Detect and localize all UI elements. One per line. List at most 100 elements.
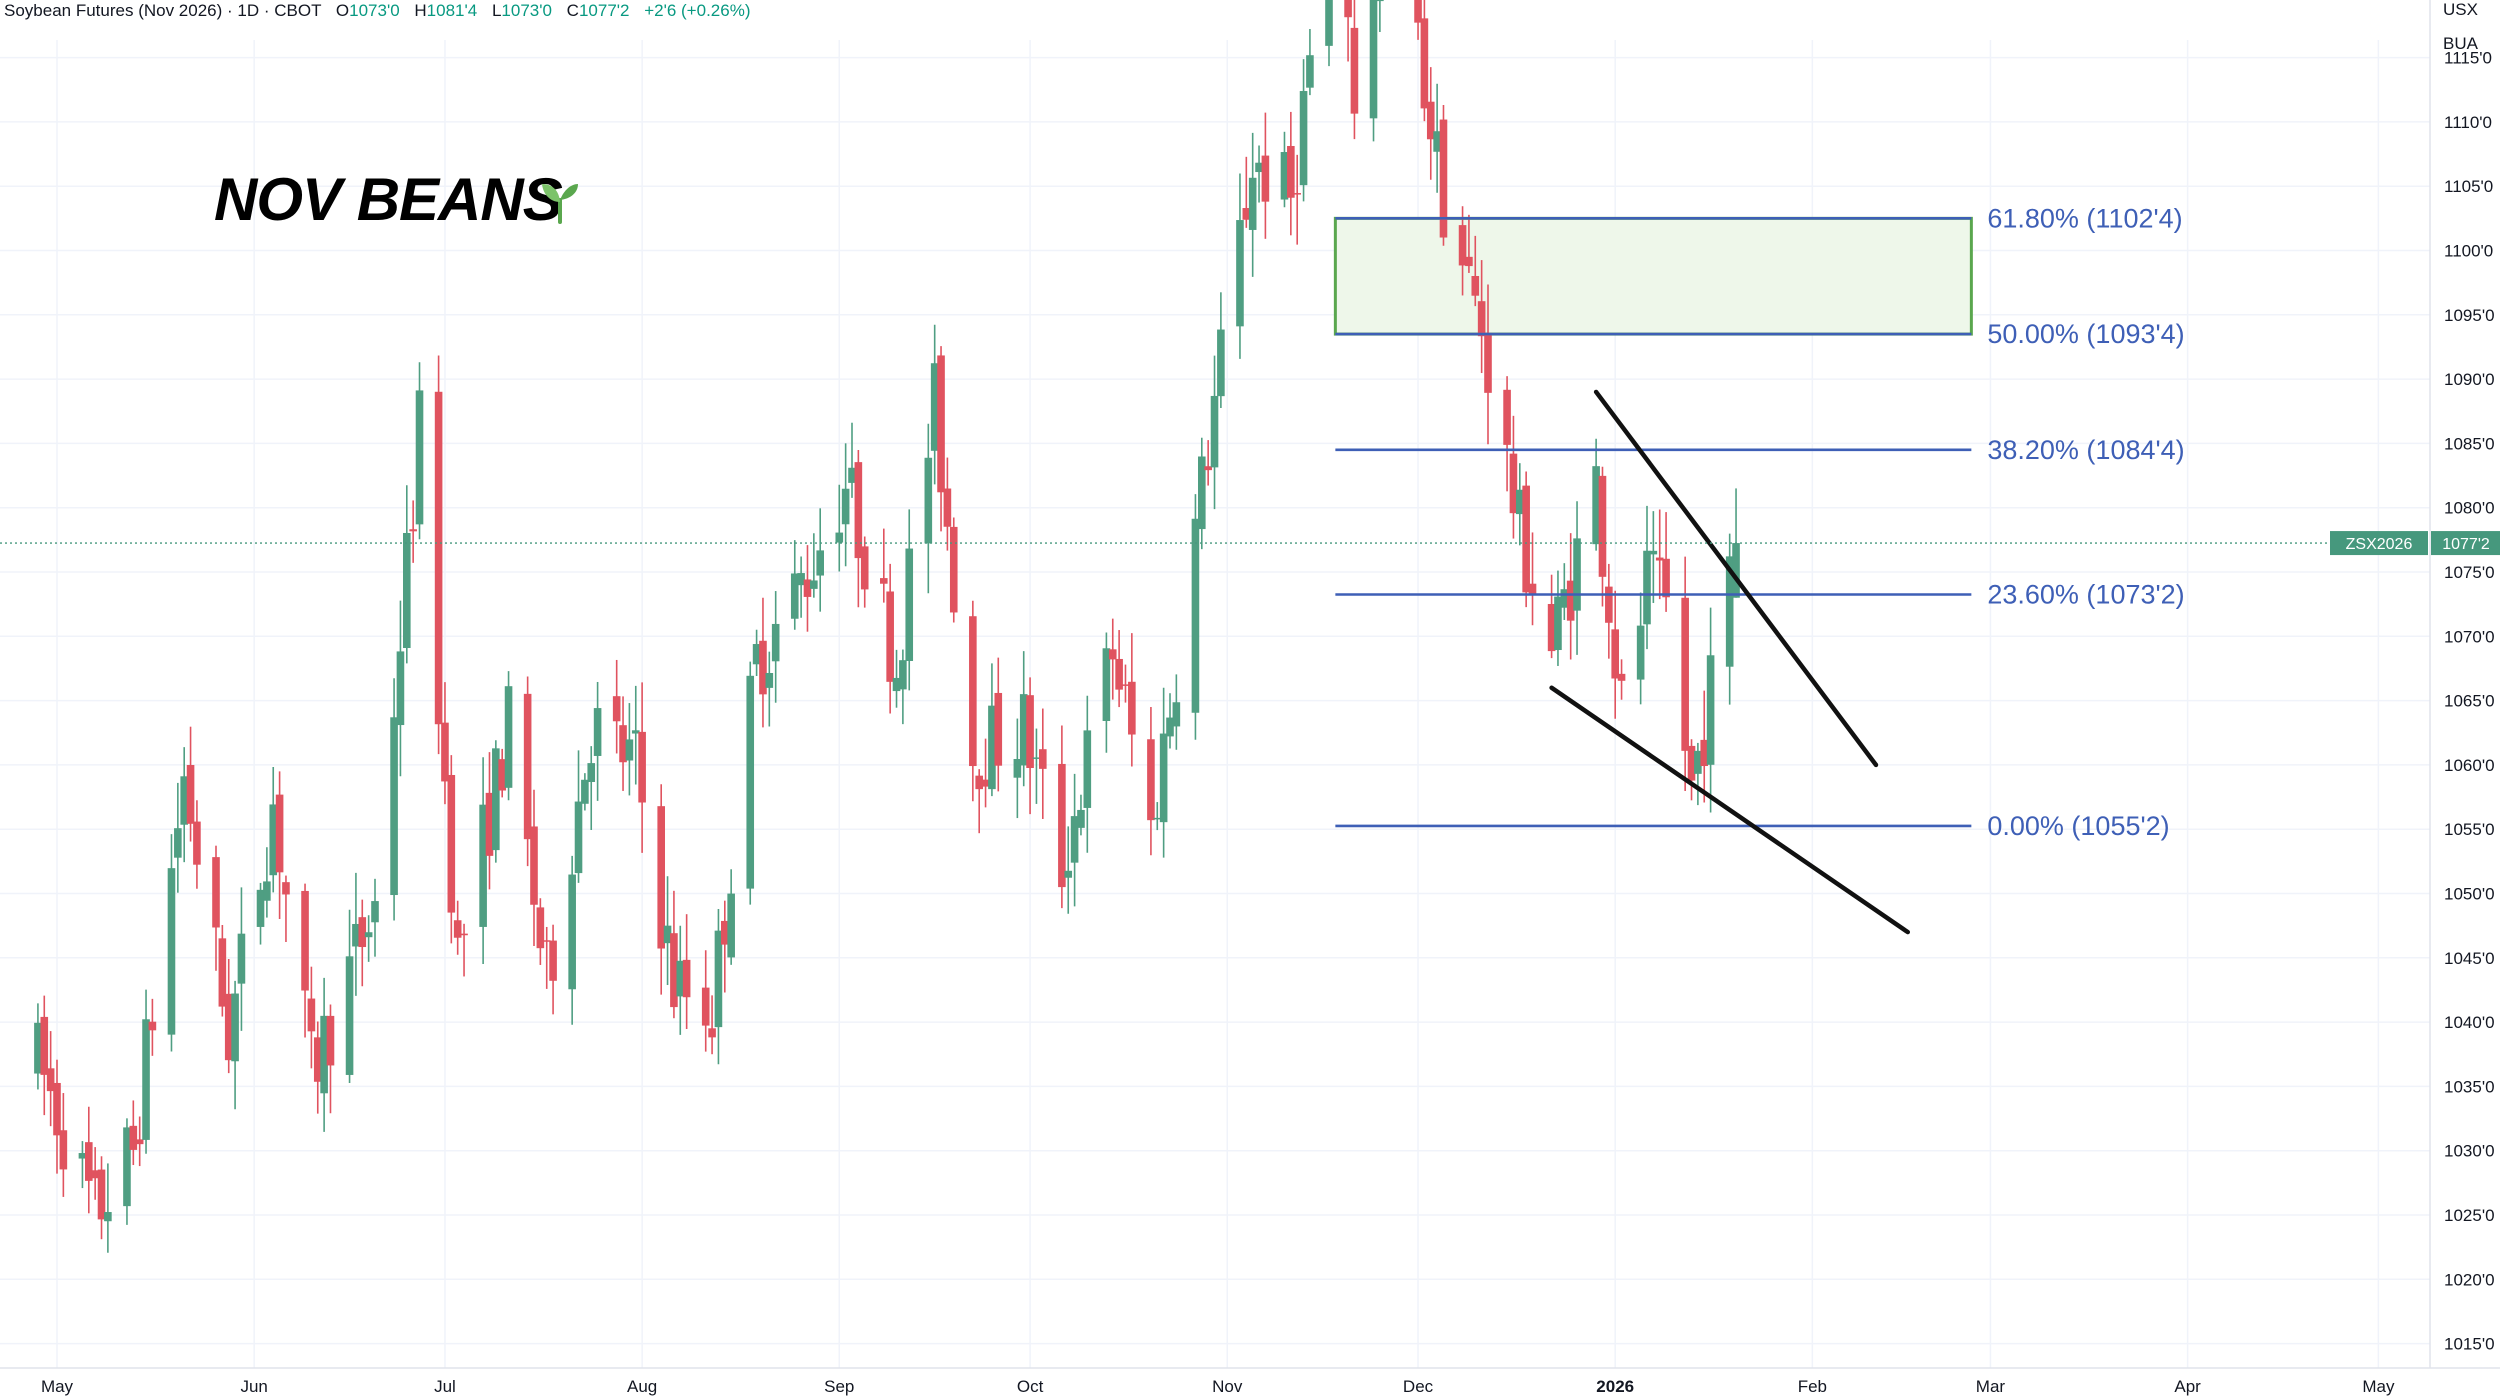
candle-body — [1662, 558, 1670, 598]
high-label: H — [414, 1, 427, 20]
candle-body — [1592, 466, 1600, 545]
candle-body — [313, 1037, 322, 1082]
candle-body — [91, 1170, 99, 1179]
close-label: C — [566, 1, 579, 20]
channel-trendline — [1549, 685, 1911, 935]
candle-body — [1636, 625, 1645, 680]
candle-body — [631, 730, 640, 734]
candle-body — [1611, 629, 1619, 679]
candle-body — [256, 889, 265, 927]
candle-body — [587, 763, 596, 782]
y-tick-label: 1085'0 — [2444, 434, 2495, 453]
candle-body — [943, 488, 952, 527]
candle-body — [1013, 758, 1022, 778]
candle-body — [536, 907, 545, 949]
candle-body — [415, 390, 424, 525]
candle-body — [727, 893, 735, 958]
change-value: +2'6 (+0.26%) — [644, 1, 751, 20]
y-tick-label: 1110'0 — [2444, 113, 2492, 132]
candle-body — [1503, 389, 1511, 445]
candle-body — [797, 573, 805, 586]
quantity-unit[interactable]: BUA — [2443, 34, 2478, 53]
y-tick-label: 1025'0 — [2444, 1206, 2495, 1225]
candle-body — [1528, 583, 1537, 595]
y-tick-label: 1120'0 — [2444, 0, 2493, 3]
x-tick-label: Feb — [1798, 1377, 1827, 1396]
candle-body — [759, 640, 767, 695]
candle-body — [721, 920, 729, 945]
y-tick-label: 1070'0 — [2444, 627, 2495, 646]
fib-level-label: 38.20% (1084'4) — [1987, 435, 2184, 465]
candle-body — [123, 1127, 131, 1207]
candle-body — [212, 857, 220, 928]
candle-body — [574, 801, 583, 874]
candle-body — [390, 717, 398, 896]
candle-body — [1172, 702, 1181, 727]
channel-trendline — [1593, 389, 1879, 768]
candle-body — [994, 692, 1003, 766]
candle-body — [1325, 0, 1333, 46]
candle-body — [523, 693, 532, 840]
x-tick-label: Oct — [1017, 1377, 1044, 1396]
candle-body — [371, 901, 379, 923]
candle-body — [848, 467, 856, 483]
y-tick-label: 1015'0 — [2444, 1335, 2495, 1354]
candle-body — [1547, 603, 1556, 652]
candle-body — [97, 1169, 106, 1220]
candle-body — [231, 993, 239, 1062]
candle-body — [1280, 152, 1289, 200]
candle-body — [625, 739, 634, 761]
candle-body — [275, 794, 284, 873]
candle-body — [790, 573, 799, 619]
candle-body — [714, 930, 723, 1028]
y-tick-label: 1030'0 — [2444, 1142, 2495, 1161]
x-tick-label: 2026 — [1596, 1377, 1634, 1396]
candle-body — [1153, 817, 1162, 820]
candle-body — [1458, 225, 1467, 266]
seedling-icon — [542, 184, 578, 224]
candle-body — [981, 779, 990, 787]
fib-zone-box — [1333, 216, 1973, 336]
candle-body — [568, 874, 576, 990]
candle-body — [638, 731, 646, 803]
candle-body — [886, 591, 894, 682]
candle-body — [104, 1212, 112, 1222]
candle-body — [746, 675, 755, 889]
candle-body — [682, 959, 691, 998]
candle-body — [1293, 193, 1301, 195]
candle-body — [1477, 301, 1486, 337]
candle-body — [142, 1019, 150, 1140]
candle-body — [988, 705, 996, 790]
y-tick-label: 1040'0 — [2444, 1013, 2495, 1032]
candle-body — [1019, 694, 1028, 766]
candle-body — [1287, 145, 1295, 198]
low-value: 1073'0 — [501, 1, 552, 20]
x-tick-label: Jul — [434, 1377, 456, 1396]
candle-body — [180, 776, 188, 825]
x-tick-label: Mar — [1976, 1377, 2006, 1396]
candle-body — [581, 779, 589, 804]
y-tick-label: 1075'0 — [2444, 563, 2495, 582]
currency-unit[interactable]: USX — [2443, 0, 2478, 19]
candle-body — [320, 1015, 328, 1094]
candle-body — [1725, 556, 1734, 667]
candle-body — [810, 580, 818, 589]
candle-body — [1198, 456, 1206, 530]
candle-body — [854, 462, 863, 559]
candle-body — [441, 722, 449, 782]
candle-body — [218, 938, 227, 1007]
candle-body — [880, 578, 888, 584]
candle-body — [53, 1082, 61, 1136]
candle-body — [34, 1022, 42, 1074]
low-label: L — [491, 1, 502, 20]
candle-body — [135, 1139, 144, 1145]
candle-body — [447, 774, 456, 913]
y-tick-label: 1090'0 — [2444, 370, 2495, 389]
candle-body — [835, 532, 844, 543]
candle-body — [46, 1068, 55, 1092]
y-tick-label: 1060'0 — [2444, 756, 2495, 775]
candle-body — [1706, 655, 1715, 765]
candle-body — [1032, 757, 1041, 759]
candle-body — [174, 828, 182, 858]
